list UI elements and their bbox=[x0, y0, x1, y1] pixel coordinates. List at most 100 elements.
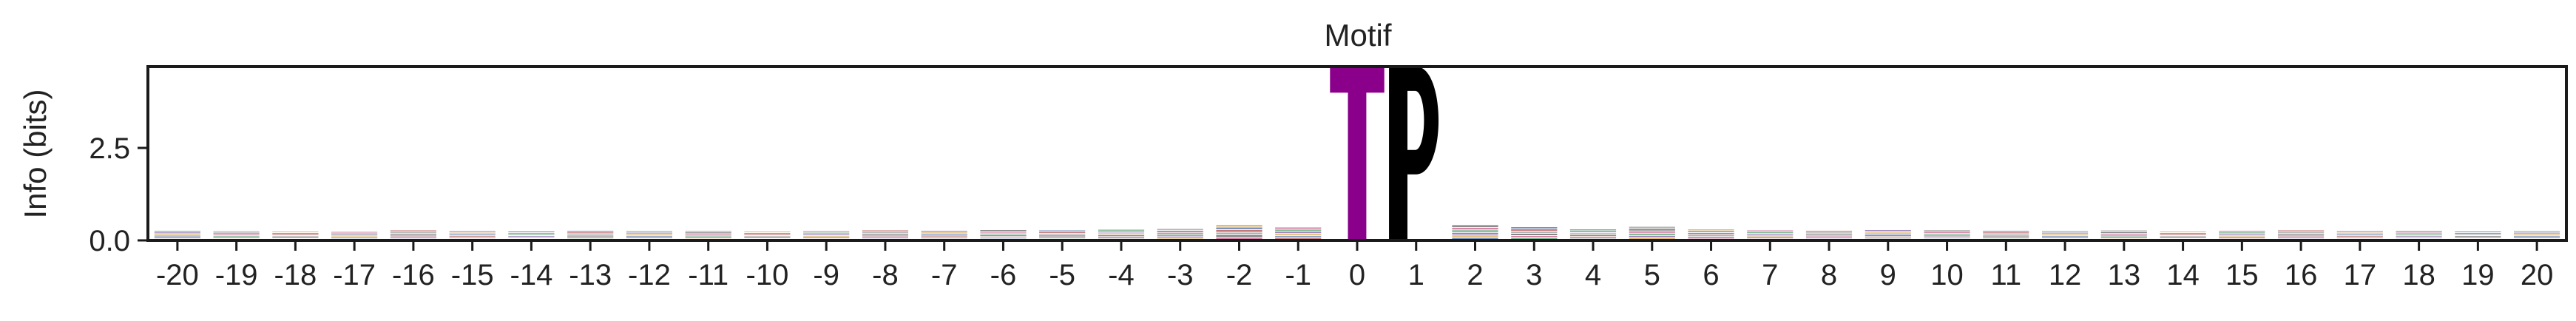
x-tick-label: -2 bbox=[1226, 259, 1253, 291]
letter-p-body bbox=[1389, 67, 1439, 240]
logo-letter-fragment bbox=[1039, 232, 1086, 234]
logo-letter-fragment bbox=[685, 237, 731, 238]
x-tick-label: -20 bbox=[156, 259, 199, 291]
logo-letter-fragment bbox=[862, 235, 908, 237]
logo-letter-fragment bbox=[626, 232, 672, 234]
logo-letter-fragment bbox=[154, 237, 200, 238]
logo-letter-fragment bbox=[2219, 232, 2265, 234]
logo-column bbox=[1216, 225, 1262, 240]
logo-letter-fragment bbox=[508, 236, 555, 237]
logo-letter-fragment bbox=[1983, 235, 2029, 237]
logo-letter-fragment bbox=[1747, 230, 1794, 232]
logo-column bbox=[862, 230, 908, 240]
logo-letter-fragment bbox=[1157, 234, 1203, 236]
logo-letter-fragment bbox=[272, 233, 319, 234]
logo-letter-fragment bbox=[272, 234, 319, 235]
logo-letter-fragment bbox=[1924, 232, 1970, 234]
logo-letter-fragment bbox=[1688, 233, 1734, 234]
y-tick-label: 2.5 bbox=[89, 132, 130, 165]
logo-letter-p bbox=[1389, 67, 1439, 240]
logo-letter-fragment bbox=[2278, 232, 2325, 234]
logo-column bbox=[1157, 229, 1203, 240]
logo-column bbox=[2042, 231, 2089, 240]
logo-letter-fragment bbox=[685, 231, 731, 232]
logo-letter-fragment bbox=[744, 234, 791, 235]
x-tick-label: 0 bbox=[1349, 259, 1365, 291]
logo-letter-fragment bbox=[1629, 226, 1675, 229]
logo-letter-fragment bbox=[1865, 235, 1911, 237]
logo-letter-fragment bbox=[213, 235, 260, 237]
logo-letter-fragment bbox=[1511, 227, 1558, 229]
logo-letter-fragment bbox=[1688, 237, 1734, 238]
logo-letter-fragment bbox=[2396, 237, 2442, 238]
x-tick-label: 10 bbox=[1930, 259, 1964, 291]
logo-letter-fragment bbox=[390, 235, 436, 237]
x-tick-label: -13 bbox=[569, 259, 612, 291]
logo-letter-fragment bbox=[1039, 235, 1086, 237]
logo-letter-fragment bbox=[1569, 233, 1617, 234]
logo-letter-fragment bbox=[2336, 237, 2383, 238]
logo-letter-fragment bbox=[1039, 230, 1086, 232]
logo-column bbox=[1039, 230, 1086, 240]
x-tick-label: -10 bbox=[746, 259, 789, 291]
x-tick-label: 12 bbox=[2049, 259, 2082, 291]
logo-letter-fragment bbox=[1098, 229, 1145, 231]
logo-letter-fragment bbox=[1511, 229, 1558, 231]
logo-letter-fragment bbox=[803, 234, 850, 235]
logo-letter-fragment bbox=[2278, 235, 2325, 237]
logo-letter-fragment bbox=[862, 232, 908, 234]
chart-title: Motif bbox=[1324, 18, 1391, 53]
logo-column bbox=[567, 231, 614, 240]
logo-column bbox=[744, 232, 791, 240]
logo-letter-fragment bbox=[1275, 229, 1322, 232]
logo-column bbox=[1629, 226, 1675, 240]
logo-letter-fragment bbox=[2219, 235, 2265, 237]
logo-column bbox=[1865, 230, 1911, 240]
logo-letter-fragment bbox=[508, 233, 555, 234]
x-tick-label: 13 bbox=[2108, 259, 2141, 291]
x-tick-label: -8 bbox=[872, 259, 899, 291]
logo-letter-fragment bbox=[2396, 232, 2442, 234]
logo-letter-fragment bbox=[1688, 229, 1734, 231]
logo-column bbox=[2100, 230, 2147, 240]
logo-letter-fragment bbox=[1452, 235, 1498, 237]
x-tick-label: -19 bbox=[215, 259, 258, 291]
x-tick-label: 17 bbox=[2344, 259, 2377, 291]
logo-column bbox=[921, 231, 967, 240]
logo-letter-fragment bbox=[331, 237, 378, 239]
logo-letter-fragment bbox=[1983, 232, 2029, 234]
logo-letter-fragment bbox=[1275, 236, 1322, 238]
x-tick-label: -16 bbox=[392, 259, 435, 291]
y-tick-label: 0.0 bbox=[89, 225, 130, 257]
logo-letter-fragment bbox=[685, 232, 731, 234]
x-tick-label: 19 bbox=[2461, 259, 2495, 291]
logo-letter-fragment bbox=[1688, 234, 1734, 236]
logo-letter-fragment bbox=[1157, 236, 1203, 238]
logo-letter-fragment bbox=[1805, 235, 1853, 237]
logo-letter-fragment bbox=[2278, 237, 2325, 238]
logo-column bbox=[803, 231, 850, 240]
logo-letter-fragment bbox=[1983, 231, 2029, 232]
logo-letter-fragment bbox=[2336, 235, 2383, 237]
logo-letter-fragment bbox=[803, 237, 850, 238]
x-tick-label: 4 bbox=[1585, 259, 1601, 291]
logo-letter-fragment bbox=[2219, 231, 2265, 232]
logo-column bbox=[1098, 229, 1145, 240]
logo-marks bbox=[154, 67, 2560, 240]
logo-letter-fragment bbox=[1983, 237, 2029, 238]
logo-letter-t bbox=[1330, 67, 1385, 240]
logo-letter-fragment bbox=[2514, 235, 2560, 237]
logo-letter-fragment bbox=[1924, 235, 1970, 237]
logo-letter-fragment bbox=[2100, 230, 2147, 232]
logo-column bbox=[508, 232, 555, 240]
logo-column bbox=[1688, 229, 1734, 240]
logo-letter-fragment bbox=[2219, 237, 2265, 238]
x-axis: -20 -19 -18 -17 -16 -15 -14 -13 -12 -11 -10 -9 -8 -7-… bbox=[156, 240, 2553, 291]
logo-column bbox=[2514, 231, 2560, 240]
logo-letter-fragment bbox=[1569, 229, 1617, 231]
logo-letter-fragment bbox=[390, 232, 436, 234]
logo-letter-fragment bbox=[154, 232, 200, 234]
logo-letter-fragment bbox=[1216, 232, 1262, 234]
logo-letter-fragment bbox=[1629, 231, 1675, 233]
logo-letter-fragment bbox=[272, 236, 319, 237]
